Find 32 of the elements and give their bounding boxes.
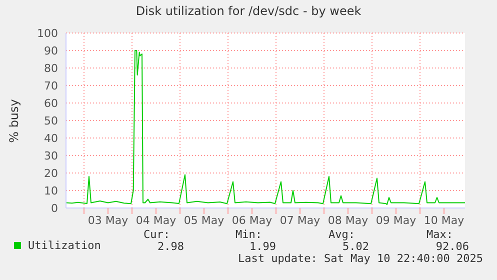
- text: Max:: [426, 228, 453, 241]
- y-tick-label: 70: [44, 79, 58, 92]
- legend-label: Utilization: [27, 239, 101, 252]
- y-tick-label: 40: [44, 132, 58, 145]
- text: 5.02: [342, 240, 369, 253]
- text: 92.06: [436, 240, 469, 253]
- text: Avg:: [328, 228, 355, 241]
- text: Cur:: [144, 228, 170, 241]
- x-tick-label: 09 May: [376, 214, 417, 227]
- x-tick-label: 08 May: [328, 214, 369, 227]
- y-tick-label: 20: [44, 166, 58, 180]
- y-tick-label: 10: [44, 184, 58, 198]
- line-series: [66, 50, 465, 205]
- x-tick-label: 03 May: [88, 214, 129, 227]
- x-tick-label: 06 May: [232, 214, 273, 227]
- x-tick-label: 05 May: [184, 214, 225, 227]
- y-tick-label: 90: [44, 44, 58, 58]
- y-tick-label: 0: [51, 202, 58, 215]
- text: Last update: Sat May 10 22:40:00 2025: [238, 252, 483, 265]
- y-tick-label: 50: [44, 114, 58, 128]
- y-tick-label: 80: [44, 62, 58, 75]
- x-tick-label: 04 May: [136, 214, 177, 227]
- x-tick-label: 07 May: [280, 214, 321, 227]
- x-tick-label: 10 May: [424, 214, 465, 227]
- y-tick-label: 100: [37, 26, 58, 40]
- text: 1.99: [250, 240, 276, 253]
- y-tick-label: 60: [44, 96, 58, 110]
- chart-title: Disk utilization for /dev/sdc - by week: [134, 4, 362, 18]
- y-axis-title: % busy: [7, 98, 21, 142]
- y-tick-label: 30: [44, 149, 58, 162]
- text: 2.98: [158, 240, 184, 253]
- text: Min:: [236, 228, 262, 241]
